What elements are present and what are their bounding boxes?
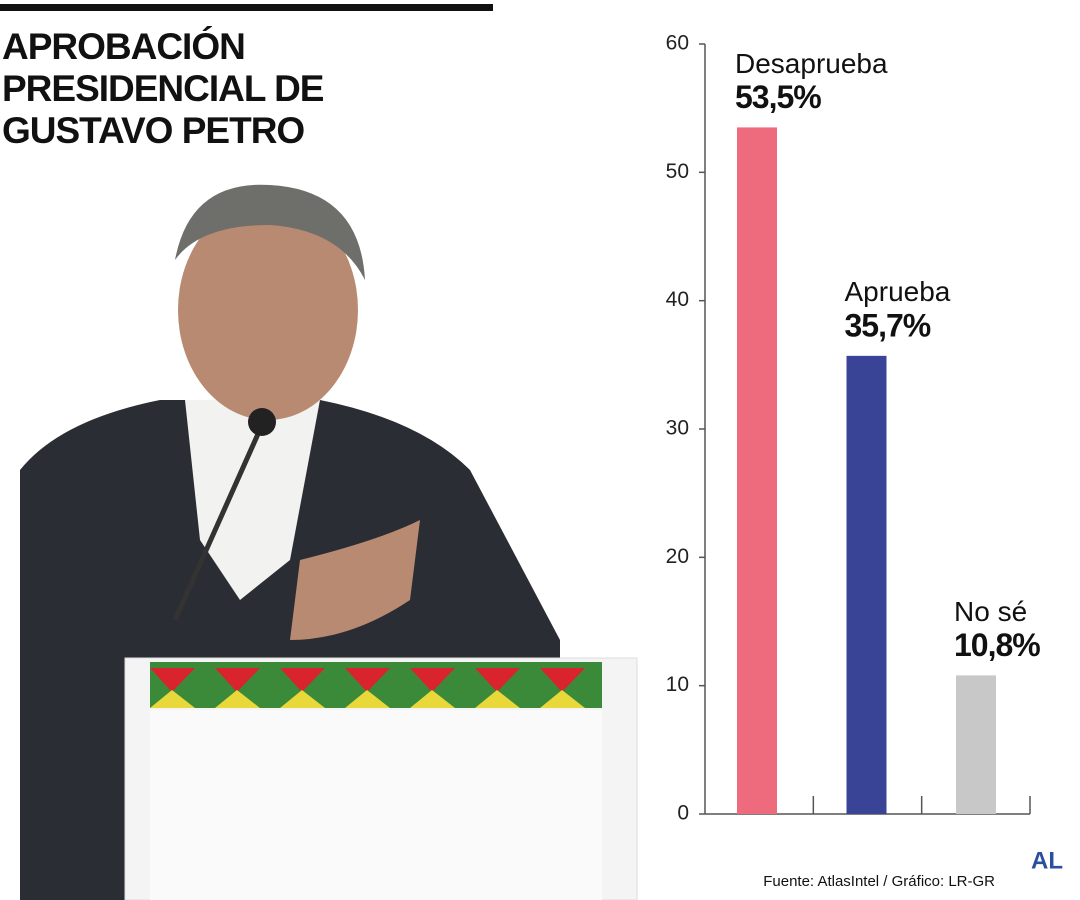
category-label: Desaprueba (735, 48, 888, 79)
category-label: No sé (954, 596, 1027, 627)
bar (956, 675, 996, 814)
y-tick-label: 60 (666, 32, 689, 55)
y-tick-label: 20 (666, 545, 689, 568)
photo-illustration (20, 184, 638, 900)
value-label: 35,7% (845, 307, 931, 343)
y-tick-label: 50 (666, 160, 689, 183)
y-tick-label: 10 (666, 673, 689, 696)
y-tick-label: 30 (666, 417, 689, 440)
bar (737, 127, 777, 814)
bar (846, 355, 887, 814)
value-label: 10,8% (954, 627, 1040, 663)
y-tick-label: 0 (677, 802, 689, 825)
chart-title: APROBACIÓN PRESIDENCIAL DE GUSTAVO PETRO (2, 26, 325, 151)
source: Fuente: AtlasIntel / Gráfico: LR-GR (763, 873, 995, 890)
top-rule (0, 4, 493, 11)
value-label: 53,5% (735, 79, 821, 115)
logo: AL (1031, 847, 1063, 874)
y-tick-label: 40 (666, 288, 689, 311)
category-label: Aprueba (845, 276, 951, 307)
